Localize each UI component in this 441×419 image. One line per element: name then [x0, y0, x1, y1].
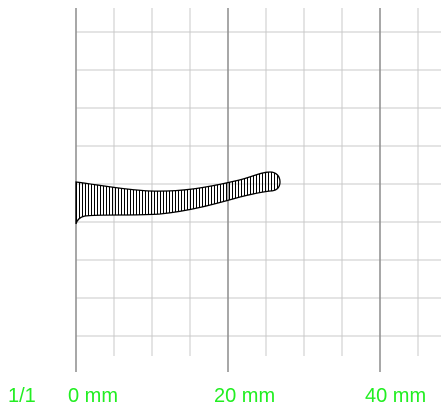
page-indicator: 1/1: [8, 385, 36, 407]
hatched-tapered-profile: [75, 171, 281, 225]
scale-label-40mm: 40 mm: [365, 385, 427, 407]
scale-label-0mm: 0 mm: [68, 385, 118, 407]
scale-label-20mm: 20 mm: [214, 385, 276, 407]
